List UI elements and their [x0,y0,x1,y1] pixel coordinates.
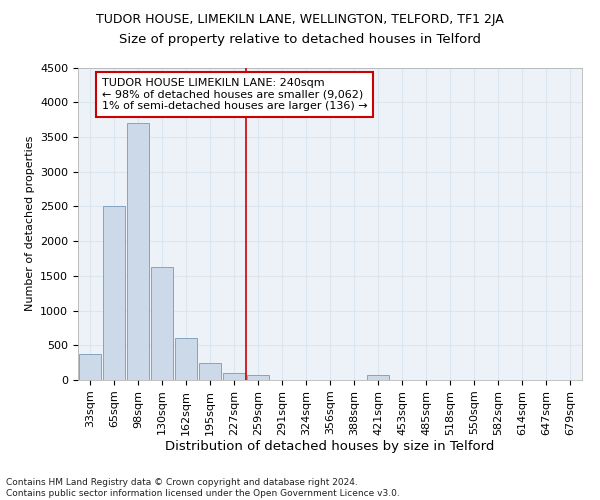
Text: TUDOR HOUSE LIMEKILN LANE: 240sqm
← 98% of detached houses are smaller (9,062)
1: TUDOR HOUSE LIMEKILN LANE: 240sqm ← 98% … [102,78,368,111]
Bar [103,206,125,380]
Bar [127,123,149,380]
Bar [151,267,173,380]
Text: Contains HM Land Registry data © Crown copyright and database right 2024.
Contai: Contains HM Land Registry data © Crown c… [6,478,400,498]
Bar [79,354,101,380]
Y-axis label: Number of detached properties: Number of detached properties [25,136,35,312]
Text: Size of property relative to detached houses in Telford: Size of property relative to detached ho… [119,32,481,46]
Bar [223,373,245,380]
Bar [199,362,221,380]
Bar [247,375,269,380]
X-axis label: Distribution of detached houses by size in Telford: Distribution of detached houses by size … [166,440,494,454]
Bar [367,375,389,380]
Bar [175,338,197,380]
Text: TUDOR HOUSE, LIMEKILN LANE, WELLINGTON, TELFORD, TF1 2JA: TUDOR HOUSE, LIMEKILN LANE, WELLINGTON, … [96,12,504,26]
